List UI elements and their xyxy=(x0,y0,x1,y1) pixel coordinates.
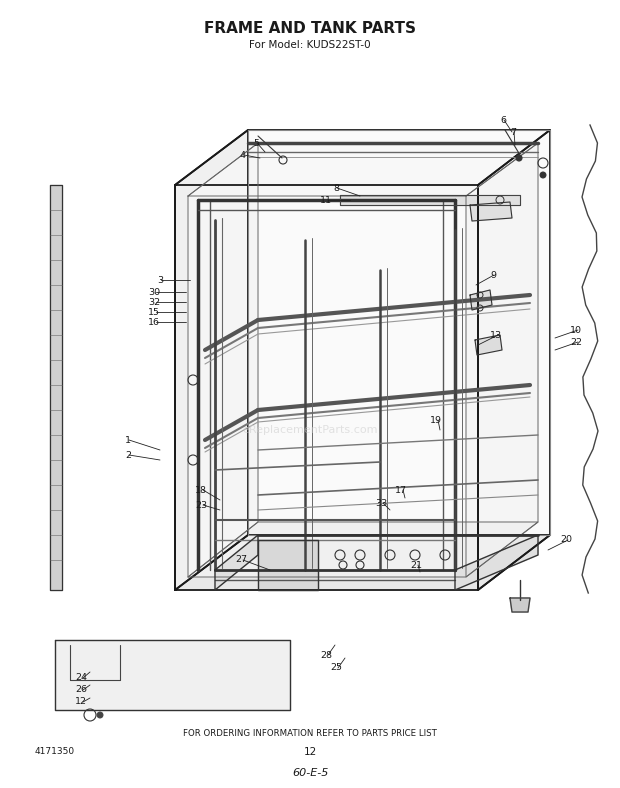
Text: 24: 24 xyxy=(75,674,87,682)
Text: 10: 10 xyxy=(570,325,582,334)
Text: 25: 25 xyxy=(330,663,342,672)
Text: 26: 26 xyxy=(75,686,87,694)
Polygon shape xyxy=(175,130,248,590)
Polygon shape xyxy=(455,535,538,590)
Polygon shape xyxy=(55,640,290,710)
Text: 1: 1 xyxy=(125,436,131,444)
Text: 12: 12 xyxy=(303,747,317,757)
Polygon shape xyxy=(215,535,258,590)
Circle shape xyxy=(540,172,546,178)
Text: 5: 5 xyxy=(253,139,259,147)
Polygon shape xyxy=(175,535,550,590)
Text: 4171350: 4171350 xyxy=(35,748,75,756)
Text: 6: 6 xyxy=(500,116,506,125)
Circle shape xyxy=(97,712,103,718)
Text: 22: 22 xyxy=(570,337,582,347)
Text: 17: 17 xyxy=(395,485,407,495)
Circle shape xyxy=(516,155,522,161)
Polygon shape xyxy=(478,130,550,590)
Text: 11: 11 xyxy=(320,195,332,205)
Polygon shape xyxy=(188,143,258,577)
Text: 2: 2 xyxy=(125,451,131,459)
Text: 33: 33 xyxy=(375,499,388,507)
Text: 30: 30 xyxy=(148,288,160,296)
Text: 23: 23 xyxy=(195,500,207,510)
Polygon shape xyxy=(248,130,550,535)
Text: 3: 3 xyxy=(157,276,163,284)
Text: 13: 13 xyxy=(490,330,502,340)
Text: 8: 8 xyxy=(333,184,339,192)
Polygon shape xyxy=(258,540,318,590)
Text: 15: 15 xyxy=(148,307,160,317)
Text: 7: 7 xyxy=(510,128,516,136)
Polygon shape xyxy=(466,143,538,577)
Text: 28: 28 xyxy=(320,651,332,660)
Text: 18: 18 xyxy=(195,485,207,495)
Text: 60-E-5: 60-E-5 xyxy=(292,768,328,778)
Text: 16: 16 xyxy=(148,318,160,326)
Text: FRAME AND TANK PARTS: FRAME AND TANK PARTS xyxy=(204,20,416,35)
Polygon shape xyxy=(340,195,520,205)
Polygon shape xyxy=(188,522,538,577)
Polygon shape xyxy=(475,335,502,355)
Text: FOR ORDERING INFORMATION REFER TO PARTS PRICE LIST: FOR ORDERING INFORMATION REFER TO PARTS … xyxy=(183,730,437,738)
Text: eReplacementParts.com: eReplacementParts.com xyxy=(242,425,378,435)
Polygon shape xyxy=(470,202,512,221)
Polygon shape xyxy=(50,185,62,590)
Polygon shape xyxy=(470,290,492,310)
Polygon shape xyxy=(175,130,550,185)
Text: For Model: KUDS22ST-0: For Model: KUDS22ST-0 xyxy=(249,40,371,50)
Text: 4: 4 xyxy=(240,151,246,159)
Text: 20: 20 xyxy=(560,536,572,545)
Polygon shape xyxy=(510,598,530,612)
Text: 19: 19 xyxy=(430,415,442,425)
Text: 9: 9 xyxy=(490,270,496,280)
Text: 32: 32 xyxy=(148,298,160,307)
Text: 21: 21 xyxy=(410,560,422,570)
Text: 27: 27 xyxy=(235,556,247,564)
Text: 12: 12 xyxy=(75,697,87,707)
Polygon shape xyxy=(188,143,538,196)
